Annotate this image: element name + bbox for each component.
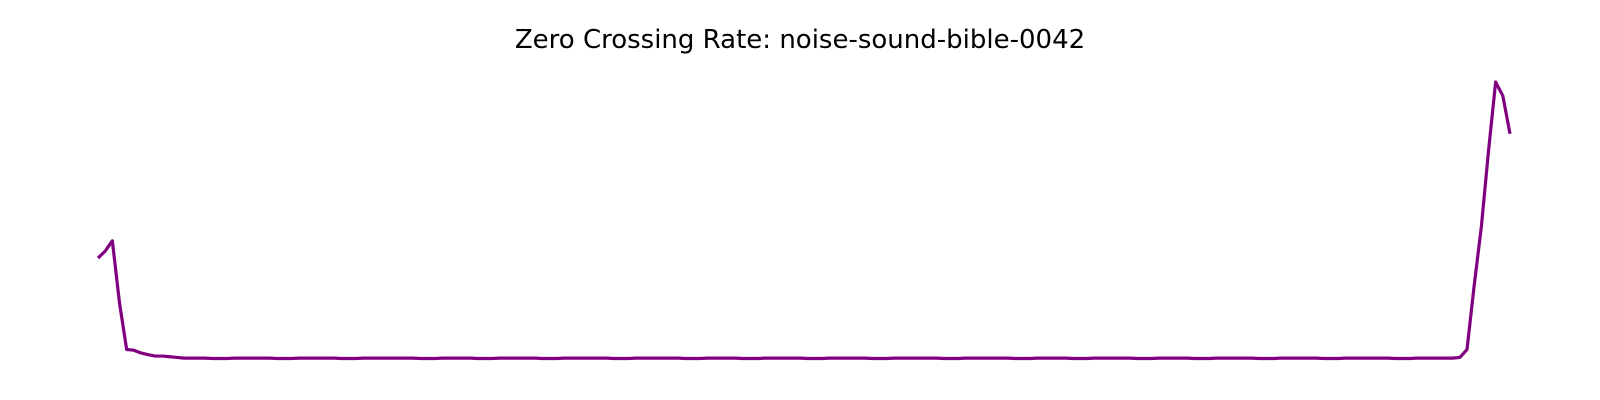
chart-title: Zero Crossing Rate: noise-sound-bible-00… [514,25,1086,55]
zcr-series-line [96,80,1512,361]
